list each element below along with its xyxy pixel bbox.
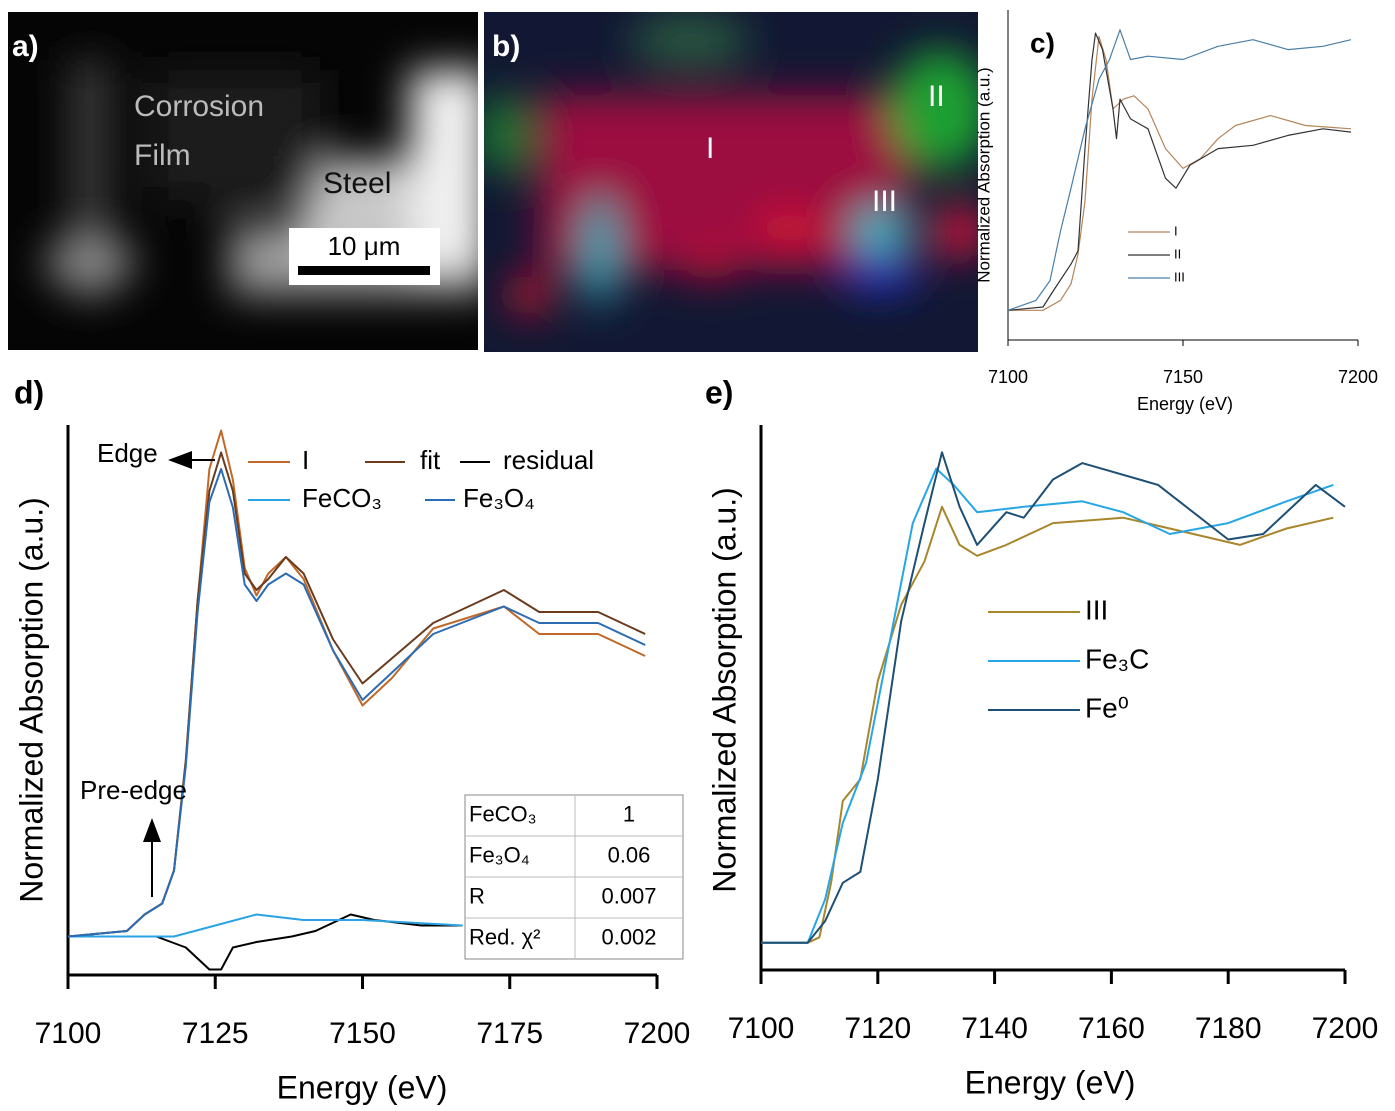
x-tick-label: 7140 (961, 1012, 1028, 1045)
chart-title: d) (14, 374, 44, 410)
panel-label: b) (492, 30, 520, 63)
legend-label: Fe₃O₄ (463, 483, 535, 513)
y-axis-label: Normalized Absorption (a.u.) (13, 497, 49, 903)
x-tick-label: 7100 (35, 1017, 102, 1050)
x-tick-label: 7120 (844, 1012, 911, 1045)
legend-label: I (1174, 223, 1178, 238)
panel-label: a) (12, 30, 39, 63)
series-line (1007, 32, 1352, 311)
legend-label: FeCO₃ (302, 483, 382, 513)
table-cell: FeCO₃ (469, 801, 537, 826)
x-axis-label: Energy (eV) (965, 1064, 1136, 1100)
legend-label: Fe₃C (1085, 643, 1149, 674)
series-line (761, 451, 1346, 944)
region-label: I (706, 132, 714, 165)
image-text: Steel (323, 167, 391, 200)
table-cell: 1 (623, 801, 635, 826)
y-axis-label: Normalized Absorption (a.u.) (706, 487, 742, 893)
y-axis-label: Normalized Absorption (a.u.) (974, 67, 993, 282)
scale-bar-box (289, 228, 440, 285)
chart-title: c) (1030, 27, 1055, 58)
x-tick-label: 7100 (728, 1012, 795, 1045)
x-axis-label: Energy (eV) (277, 1069, 448, 1105)
x-axis-label: Energy (eV) (1137, 394, 1233, 414)
series-line (67, 468, 646, 938)
region-label: II (928, 80, 945, 113)
table-cell: Fe₃O₄ (469, 842, 530, 867)
legend-label: I (302, 445, 309, 475)
x-tick-label: 7180 (1195, 1012, 1262, 1045)
legend-label: residual (503, 445, 594, 475)
annotation: Pre-edge (80, 775, 187, 805)
x-tick-label: 7150 (329, 1017, 396, 1050)
arrow-head (143, 818, 161, 842)
x-tick-label: 7200 (1338, 367, 1378, 387)
x-tick-label: 7175 (476, 1017, 543, 1050)
region-label: III (872, 185, 897, 218)
image-text: Film (134, 139, 191, 172)
arrow-head (168, 451, 192, 469)
legend-label: II (1174, 246, 1181, 261)
series-line (1007, 29, 1352, 311)
image-text: Corrosion (134, 90, 264, 123)
legend-label: III (1174, 269, 1185, 284)
legend-label: III (1085, 594, 1108, 625)
table-cell: 0.002 (601, 924, 656, 949)
x-tick-label: 7150 (1163, 367, 1203, 387)
table-cell: Red. χ² (469, 924, 540, 949)
series-line (761, 505, 1334, 944)
series-line (1008, 35, 1352, 311)
series-line (68, 913, 463, 971)
image-a (8, 12, 478, 350)
chart-title: e) (705, 374, 733, 410)
x-tick-label: 7200 (624, 1017, 691, 1050)
table-cell: 0.007 (601, 883, 656, 908)
series-line (68, 913, 463, 938)
scale-bar-label: 10 μm (328, 231, 401, 261)
legend-label: fit (420, 445, 441, 475)
x-tick-label: 7200 (1312, 1012, 1379, 1045)
x-tick-label: 7160 (1078, 1012, 1145, 1045)
image-b (484, 12, 978, 352)
annotation: Edge (97, 438, 158, 468)
table-cell: R (469, 883, 485, 908)
table-cell: 0.06 (608, 842, 651, 867)
scale-bar (298, 266, 430, 275)
x-tick-label: 7125 (182, 1017, 249, 1050)
x-tick-label: 7100 (988, 367, 1028, 387)
legend-label: Fe⁰ (1085, 692, 1129, 723)
series-line (761, 467, 1334, 944)
